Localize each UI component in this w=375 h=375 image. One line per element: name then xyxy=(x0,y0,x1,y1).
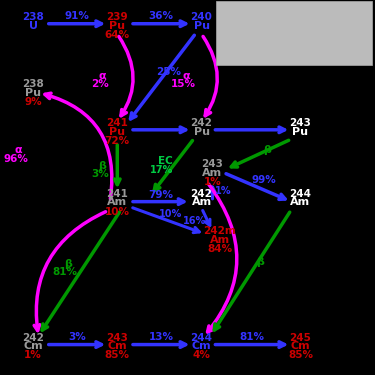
Text: 238: 238 xyxy=(22,80,44,89)
Text: 241: 241 xyxy=(106,189,128,199)
Text: 3%: 3% xyxy=(91,169,109,179)
Text: 244: 244 xyxy=(290,189,311,199)
Text: shortlived: shortlived xyxy=(222,51,273,60)
Text: 243: 243 xyxy=(106,333,128,342)
Text: Am: Am xyxy=(202,168,222,178)
Text: Am: Am xyxy=(107,197,128,207)
Text: Pu: Pu xyxy=(194,127,210,136)
Text: Pu: Pu xyxy=(109,21,125,31)
Text: 15%: 15% xyxy=(171,79,196,89)
Text: 85%: 85% xyxy=(288,350,313,360)
Text: 1%: 1% xyxy=(204,177,221,187)
Text: 81%: 81% xyxy=(53,267,78,278)
Text: Am: Am xyxy=(192,197,211,207)
Text: 238: 238 xyxy=(22,12,44,22)
Text: EC: EC xyxy=(158,156,172,166)
Text: Pu: Pu xyxy=(292,127,308,136)
Text: 64%: 64% xyxy=(105,30,130,40)
Text: β: β xyxy=(64,259,72,269)
Text: Pu: Pu xyxy=(25,88,41,98)
Text: 242: 242 xyxy=(190,189,213,199)
Text: α: α xyxy=(182,71,190,81)
Text: Cm: Cm xyxy=(108,341,127,351)
Text: 1%: 1% xyxy=(215,186,232,196)
Text: 85%: 85% xyxy=(105,350,130,360)
Text: 72%: 72% xyxy=(105,136,130,146)
Text: 245: 245 xyxy=(290,333,311,342)
Text: U: U xyxy=(28,21,38,31)
Text: 1%: 1% xyxy=(24,350,42,360)
Text: 99%: 99% xyxy=(251,175,276,185)
Text: 242m: 242m xyxy=(204,226,236,236)
Text: 9%: 9% xyxy=(24,97,42,107)
Text: 241: 241 xyxy=(106,118,128,129)
Text: 81%: 81% xyxy=(240,332,264,342)
Text: 13%: 13% xyxy=(149,332,174,342)
Text: 79%: 79% xyxy=(148,190,173,200)
Text: 240: 240 xyxy=(190,12,213,22)
Text: fission%: fission% xyxy=(295,10,338,19)
Text: α: α xyxy=(98,71,106,81)
Text: 2%: 2% xyxy=(91,79,109,89)
Text: β: β xyxy=(256,257,264,267)
Text: Am: Am xyxy=(290,197,310,207)
Text: 242: 242 xyxy=(22,333,44,342)
Text: 10%: 10% xyxy=(159,209,182,219)
Text: 36%: 36% xyxy=(149,11,174,21)
Text: Pu: Pu xyxy=(194,21,210,31)
Text: 3%: 3% xyxy=(68,332,86,342)
Text: Cm: Cm xyxy=(23,341,43,351)
FancyBboxPatch shape xyxy=(216,2,372,64)
Text: β%: β% xyxy=(324,51,339,60)
Text: Am: Am xyxy=(210,235,230,244)
Text: 96%: 96% xyxy=(3,154,28,164)
Text: 242: 242 xyxy=(190,118,213,129)
Text: 84%: 84% xyxy=(207,244,232,254)
Text: 25%: 25% xyxy=(156,67,181,77)
Text: capture%: capture% xyxy=(295,24,343,33)
Text: Cm: Cm xyxy=(192,341,211,351)
Text: Cm: Cm xyxy=(291,341,310,351)
Text: Pu: Pu xyxy=(109,127,125,136)
Text: α%: α% xyxy=(295,51,310,60)
Text: β: β xyxy=(264,145,272,155)
Text: 10%: 10% xyxy=(105,207,130,217)
Text: 16%: 16% xyxy=(183,216,206,226)
Text: 4%: 4% xyxy=(193,350,210,360)
Text: α: α xyxy=(15,145,22,155)
Text: β: β xyxy=(98,161,106,171)
Text: fissile: fissile xyxy=(222,10,252,19)
Text: less fertile: less fertile xyxy=(222,38,276,46)
Text: fertile: fertile xyxy=(222,24,253,33)
Text: 243: 243 xyxy=(201,159,223,170)
Text: 243: 243 xyxy=(290,118,311,129)
Text: 91%: 91% xyxy=(64,11,90,21)
Text: 17%: 17% xyxy=(150,165,174,175)
Text: 239: 239 xyxy=(106,12,128,22)
Text: 244: 244 xyxy=(190,333,213,342)
